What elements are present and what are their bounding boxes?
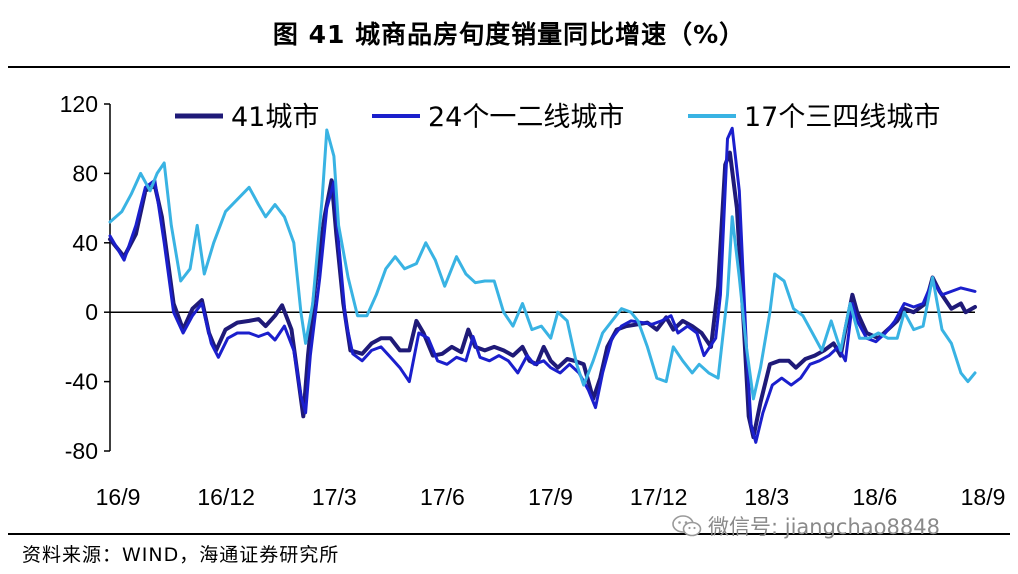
y-tick-label: 120 (60, 91, 98, 117)
legend-label-1: 41城市 (231, 102, 319, 133)
y-tick-label: 0 (85, 299, 98, 325)
chart-title: 图 41 城商品房旬度销量同比增速（%） (272, 20, 746, 49)
y-tick-label: -80 (65, 438, 98, 464)
series-line-2 (108, 126, 977, 444)
series-line-1 (108, 150, 977, 440)
x-tick-label: 18/6 (852, 484, 897, 510)
source-note: 资料来源：WIND，海通证券研究所 (22, 544, 340, 566)
series-line-3 (108, 128, 977, 401)
legend-label-2: 24个一二线城市 (428, 102, 624, 133)
x-tick-label: 17/6 (420, 484, 465, 510)
line-chart: 120 80 40 0 -40 -80 16/9 16/12 17/3 17/6 17/9 17/12… (60, 91, 1006, 510)
title-rule (8, 66, 1010, 68)
x-tick-label: 17/12 (630, 484, 688, 510)
x-tick-label: 17/9 (528, 484, 573, 510)
footer-rule (8, 533, 1010, 535)
watermark-text: 微信号: jiangchao8848 (708, 515, 940, 539)
y-tick-label: -40 (65, 369, 98, 395)
x-tick-label: 18/9 (961, 484, 1006, 510)
y-tick-label: 40 (72, 230, 98, 256)
x-tick-label: 16/9 (96, 484, 141, 510)
y-tick-label: 80 (72, 160, 98, 186)
legend-label-3: 17个三四线城市 (744, 102, 940, 133)
x-tick-label: 16/12 (197, 484, 255, 510)
x-tick-label: 18/3 (744, 484, 789, 510)
wechat-icon (672, 515, 702, 537)
x-tick-label: 17/3 (312, 484, 357, 510)
title-bar: 图 41 城商品房旬度销量同比增速（%） (0, 0, 1018, 66)
watermark: 微信号: jiangchao8848 (672, 511, 940, 541)
